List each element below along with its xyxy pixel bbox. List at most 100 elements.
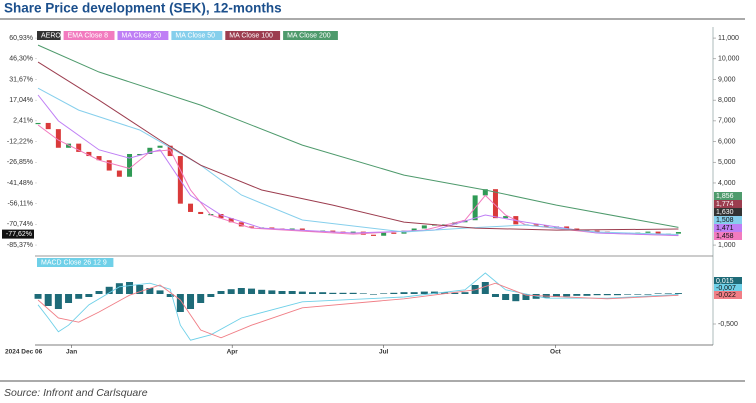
macd-histogram-bar <box>298 291 306 294</box>
value-badge-label: 1,774 <box>716 201 734 208</box>
candle <box>421 225 427 229</box>
macd-histogram-bar <box>75 294 83 299</box>
macd-histogram-bar <box>410 292 418 294</box>
candle <box>533 224 539 226</box>
macd-histogram-bar <box>207 294 215 297</box>
macd-histogram-bar <box>115 283 123 294</box>
candle <box>66 143 72 148</box>
macd-histogram-bar <box>34 294 42 299</box>
value-badge-label: 0,015 <box>716 278 734 285</box>
candle <box>55 129 61 148</box>
candle <box>157 145 163 148</box>
candle <box>492 189 498 219</box>
candle <box>452 222 458 225</box>
macd-histogram-bar <box>105 286 113 294</box>
y-tick-label: 7,000 <box>718 118 736 125</box>
macd-histogram-bar <box>634 294 642 295</box>
y2-tick-label: -12,22% <box>7 138 33 145</box>
candle <box>269 227 275 229</box>
macd-histogram-bar <box>95 291 103 294</box>
plot-area <box>35 27 713 345</box>
indicator-line <box>37 87 679 236</box>
legend-chip <box>63 31 115 40</box>
indicator-line <box>37 124 679 237</box>
y-tick-label: 10,000 <box>718 56 740 63</box>
source: Source: Infront and Carlsquare <box>4 387 148 399</box>
value-badge-label: 1,856 <box>716 193 734 200</box>
candle <box>675 232 681 234</box>
candle <box>96 156 102 161</box>
value-badge-label: 1,471 <box>716 225 734 232</box>
macd-histogram-bar <box>85 294 93 297</box>
macd-line <box>37 282 679 339</box>
candle <box>645 231 651 233</box>
y2-tick-label: -26,85% <box>7 159 33 166</box>
candle <box>330 230 336 232</box>
y-tick-label: 8,000 <box>718 97 736 104</box>
candle <box>655 231 661 234</box>
candle <box>543 225 549 227</box>
page-title: Share Price development (SEK), 12-months <box>4 1 282 16</box>
change-badge <box>2 229 34 239</box>
value-badge <box>714 232 742 240</box>
macd-histogram-bar <box>624 294 632 295</box>
value-badge <box>714 216 742 224</box>
y-tick-label: 1,000 <box>718 242 736 249</box>
x-tick-label: Jul <box>379 349 389 356</box>
macd-histogram-bar <box>380 293 388 294</box>
candle <box>350 231 356 233</box>
y2-tick-label: 60,93% <box>9 35 33 42</box>
macd-histogram-bar <box>654 293 662 294</box>
macd-histogram-bar <box>65 294 73 303</box>
macd-histogram-bar <box>288 291 296 294</box>
y2-tick-label: 2,41% <box>13 118 33 125</box>
x-tick-label: Jan <box>66 349 77 356</box>
macd-histogram-bar <box>603 294 611 296</box>
candle <box>228 218 234 223</box>
macd-histogram-bar <box>309 292 317 294</box>
macd-histogram-bar <box>187 294 195 309</box>
macd-histogram-bar <box>563 294 571 297</box>
macd-histogram-bar <box>197 294 205 303</box>
legend-label: MA Close 50 <box>175 33 215 40</box>
candle <box>35 122 41 125</box>
x-start-label: 2024 Dec 06 <box>5 349 43 356</box>
macd-histogram-bar <box>613 294 621 296</box>
candle <box>86 151 92 157</box>
candle <box>503 216 509 219</box>
y2-tick-label: 17,04% <box>9 97 33 104</box>
candle <box>482 189 488 196</box>
x-tick-label: Oct <box>550 349 562 356</box>
y2-tick-label: -85,37% <box>7 242 33 249</box>
macd-histogram-bar <box>583 294 591 296</box>
value-badge <box>714 291 742 299</box>
value-badge <box>714 200 742 208</box>
macd-histogram-bar <box>512 294 520 302</box>
macd-histogram-bar <box>369 294 377 295</box>
macd-histogram-bar <box>319 292 327 294</box>
value-badge-label: -0,007 <box>716 285 736 292</box>
macd-histogram-bar <box>461 292 469 294</box>
value-badge-label: 1,508 <box>716 217 734 224</box>
candle <box>370 234 376 236</box>
candle <box>137 153 143 156</box>
macd-histogram-bar <box>126 282 134 294</box>
legend-chip <box>37 31 61 40</box>
y-tick-label: 5,000 <box>718 159 736 166</box>
macd-histogram-bar <box>44 294 52 306</box>
macd-histogram-bar <box>237 288 245 294</box>
legend-label: EMA Close 8 <box>68 33 109 40</box>
y2-tick-label: 31,67% <box>9 76 33 83</box>
macd-histogram-bar <box>176 294 184 312</box>
candle <box>188 203 194 212</box>
macd-histogram-bar <box>278 291 286 294</box>
macd-histogram-bar <box>390 292 398 294</box>
candle <box>381 232 387 236</box>
macd-line <box>37 272 679 341</box>
indicator-line <box>37 61 679 231</box>
value-badge-label: 1,630 <box>716 209 734 216</box>
macd-histogram-bar <box>420 291 428 294</box>
value-badge <box>714 208 742 216</box>
candle <box>147 147 153 154</box>
